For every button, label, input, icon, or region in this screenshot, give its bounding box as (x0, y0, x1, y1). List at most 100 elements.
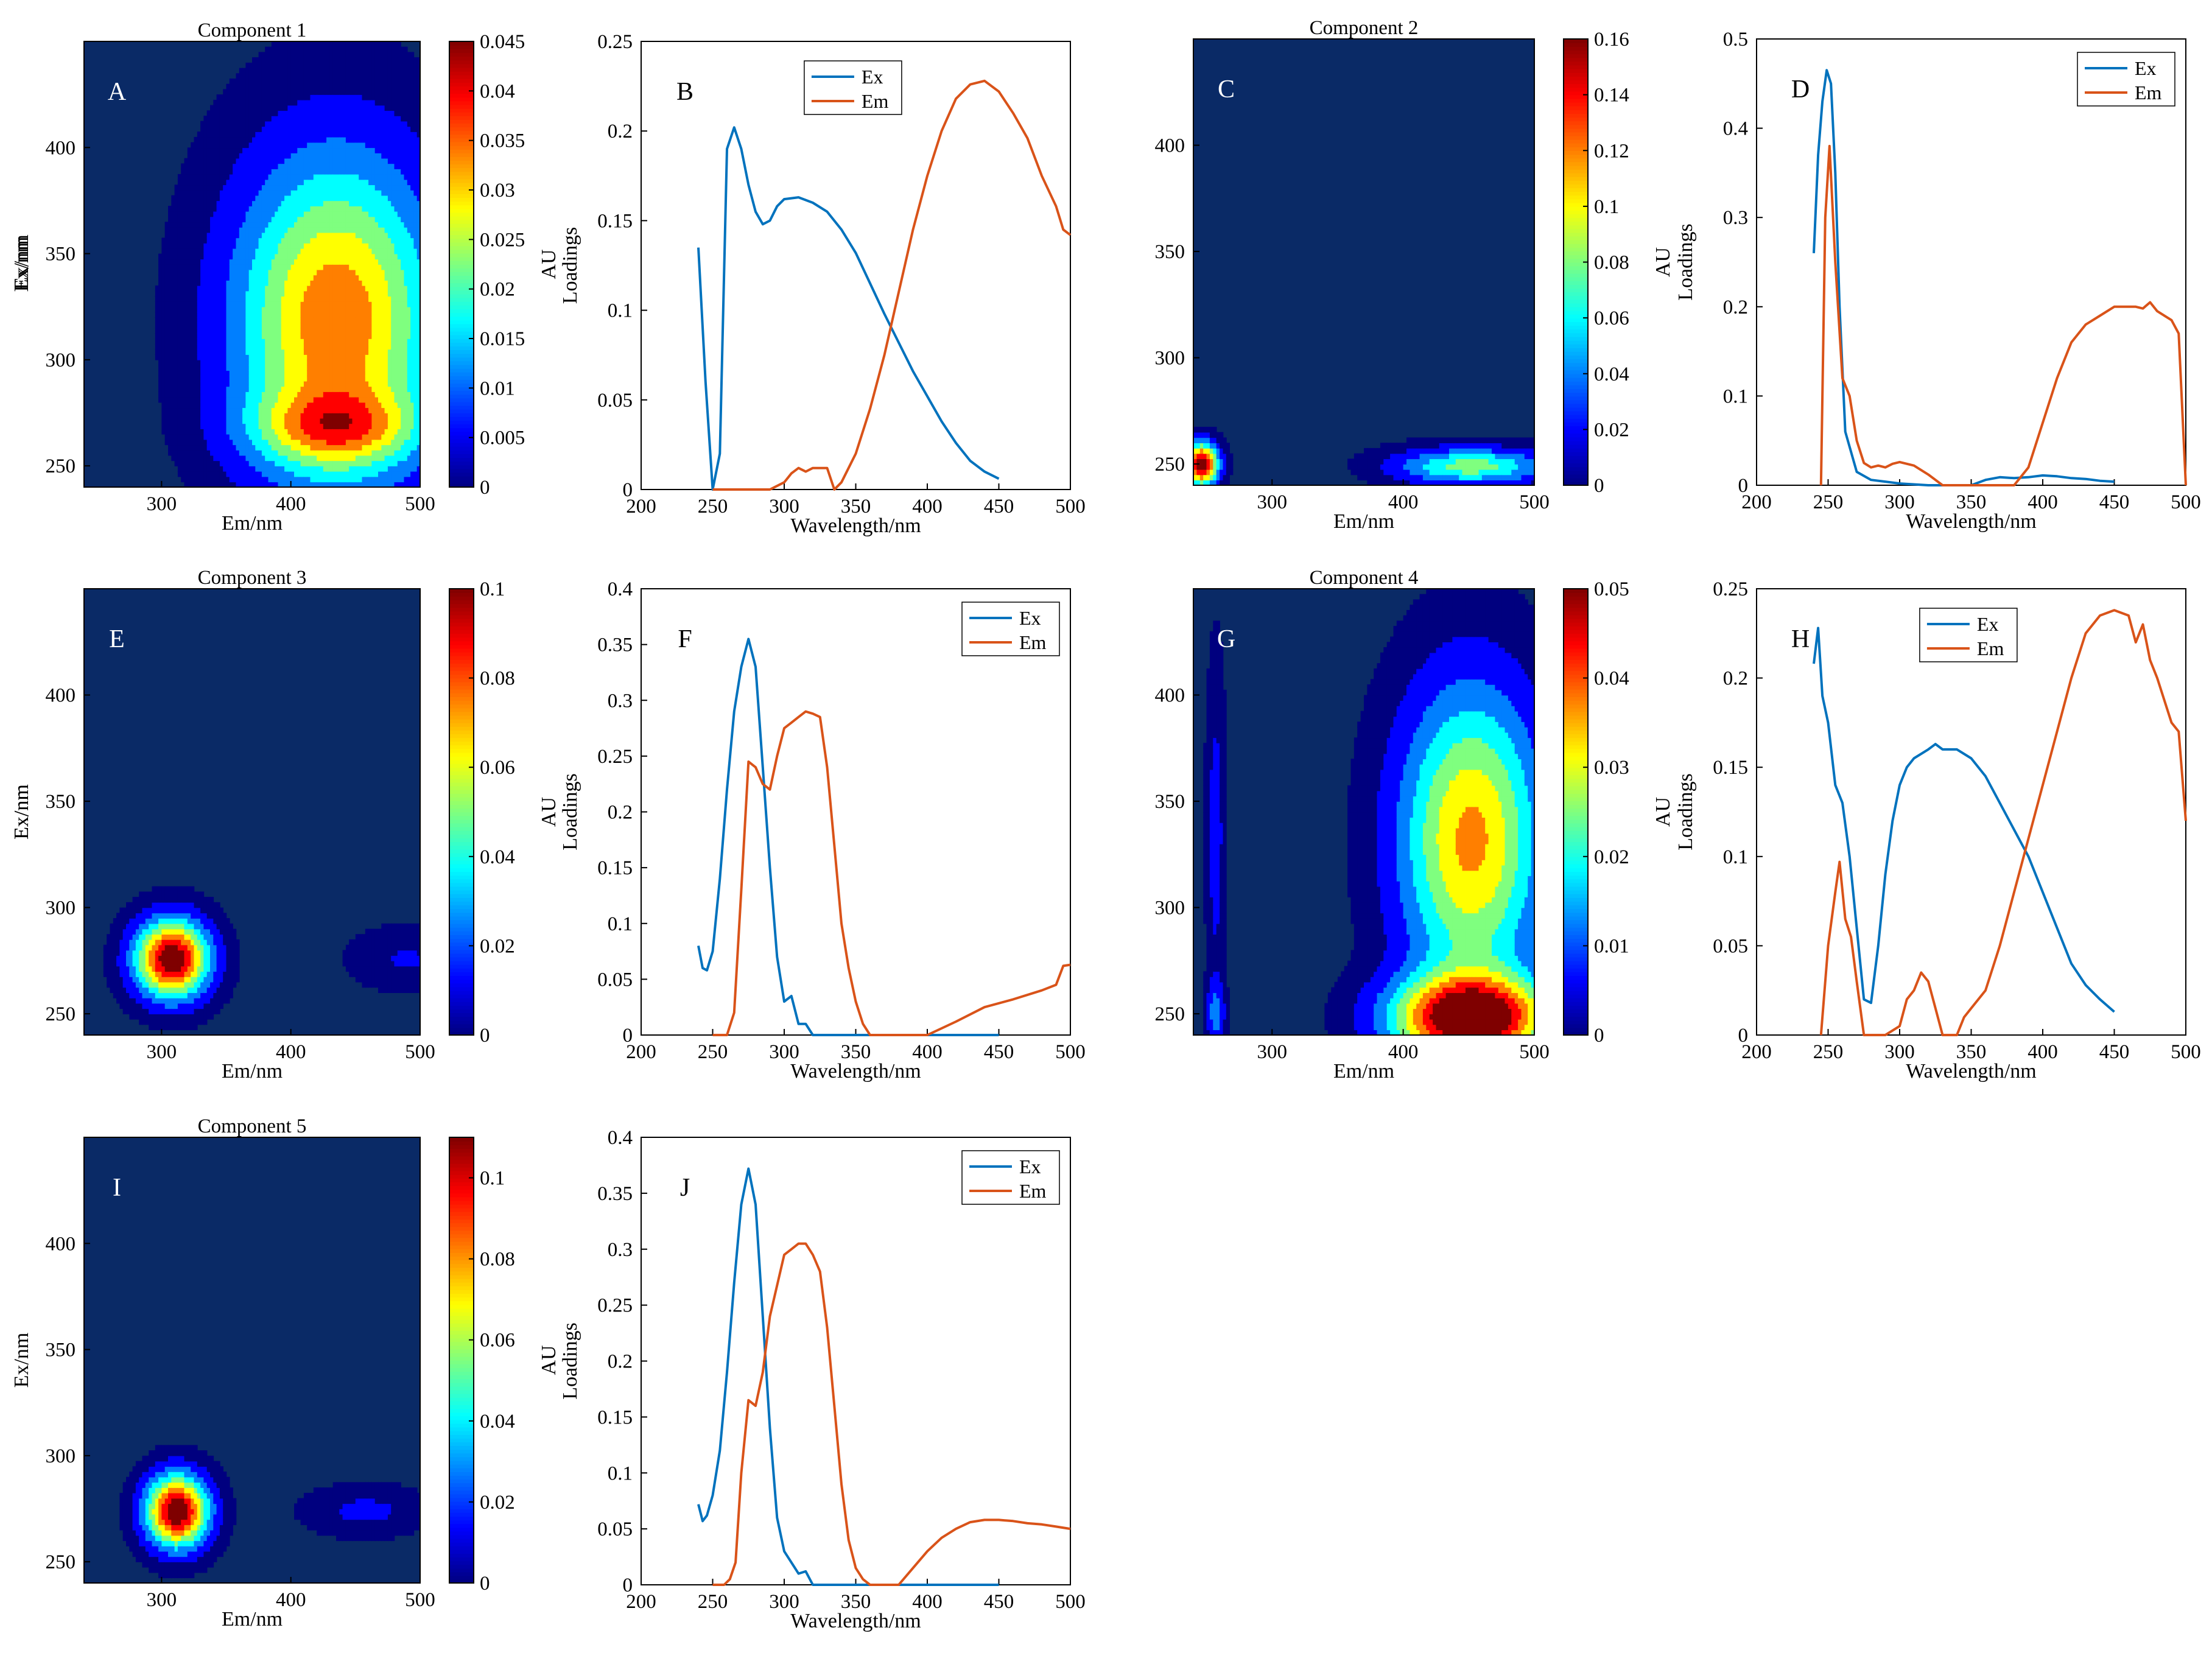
heatmap-cell (303, 370, 307, 376)
heatmap-cell (158, 280, 163, 286)
heatmap-cell (359, 317, 363, 323)
heatmap-cell (313, 237, 317, 244)
heatmap-cell (303, 269, 307, 276)
heatmap-cell (242, 381, 247, 387)
heatmap-cell (194, 343, 198, 350)
heatmap-cell (362, 147, 366, 153)
heatmap-cell (359, 466, 363, 472)
heatmap-cell (203, 482, 208, 488)
heatmap-cell (258, 163, 262, 169)
heatmap-cell (158, 349, 163, 355)
heatmap-cell (355, 110, 359, 116)
heatmap-cell (326, 391, 331, 398)
heatmap-cell (187, 237, 191, 244)
heatmap-cell (320, 433, 324, 440)
heatmap-cell (197, 349, 201, 355)
heatmap-cell (203, 153, 208, 159)
heatmap-cell (297, 211, 301, 217)
heatmap-cell (239, 328, 243, 334)
heatmap-cell (174, 386, 178, 392)
heatmap-cell (252, 339, 256, 345)
heatmap-cell (219, 354, 223, 360)
heatmap-cell (242, 195, 247, 202)
heatmap-cell (248, 116, 253, 122)
heatmap-cell (323, 429, 327, 435)
heatmap-cell (197, 343, 201, 350)
heatmap-cell (294, 206, 298, 212)
heatmap-cell (287, 142, 292, 149)
heatmap-cell (191, 285, 195, 292)
heatmap-cell (323, 290, 327, 297)
heatmap-cell (248, 237, 253, 244)
heatmap-cell (271, 296, 275, 302)
heatmap-cell (191, 343, 195, 350)
heatmap-cell (268, 147, 272, 153)
heatmap-cell (300, 94, 304, 100)
heatmap-cell (359, 105, 363, 111)
heatmap-cell (332, 190, 337, 196)
heatmap-cell (239, 83, 243, 90)
heatmap-cell (294, 163, 298, 169)
heatmap-cell (236, 280, 240, 286)
heatmap-cell (213, 370, 217, 376)
heatmap-cell (281, 52, 285, 58)
heatmap-cell (229, 206, 233, 212)
heatmap-cell (329, 476, 334, 483)
heatmap-cell (345, 466, 349, 472)
heatmap-cell (352, 359, 356, 366)
heatmap-cell (233, 349, 237, 355)
heatmap-cell (317, 450, 321, 456)
heatmap-cell (239, 285, 243, 292)
heatmap-cell (355, 94, 359, 100)
heatmap-cell (233, 136, 237, 143)
heatmap-cell (242, 275, 247, 281)
heatmap-cell (362, 73, 366, 79)
heatmap-cell (206, 386, 211, 392)
heatmap-cell (320, 396, 324, 403)
heatmap-cell (320, 206, 324, 212)
heatmap-cell (320, 333, 324, 339)
heatmap-cell (345, 83, 349, 90)
heatmap-cell (323, 110, 327, 116)
heatmap-cell (255, 413, 259, 419)
heatmap-cell (362, 322, 366, 329)
heatmap-cell (239, 73, 243, 79)
heatmap-cell (300, 142, 304, 149)
heatmap-cell (290, 126, 295, 132)
heatmap-cell (268, 343, 272, 350)
heatmap-cell (200, 333, 205, 339)
heatmap-cell (278, 354, 282, 360)
heatmap-cell (323, 396, 327, 403)
heatmap-cell (307, 349, 311, 355)
heatmap-cell (229, 121, 233, 127)
heatmap-cell (336, 94, 340, 100)
heatmap-cell (365, 99, 369, 106)
heatmap-cell (236, 370, 240, 376)
heatmap-cell (168, 237, 172, 244)
heatmap-cell (365, 290, 369, 297)
heatmap-cell (229, 264, 233, 270)
heatmap-cell (323, 359, 327, 366)
heatmap-cell (342, 259, 346, 265)
heatmap-cell (329, 450, 334, 456)
heatmap-cell (206, 343, 211, 350)
heatmap-cell (339, 466, 343, 472)
heatmap-cell (362, 57, 366, 63)
heatmap-cell (287, 476, 292, 483)
heatmap-cell (197, 339, 201, 345)
heatmap-cell (248, 396, 253, 403)
heatmap-cell (287, 169, 292, 175)
heatmap-cell (339, 147, 343, 153)
heatmap-cell (255, 275, 259, 281)
heatmap-cell (181, 200, 185, 206)
heatmap-cell (239, 227, 243, 233)
heatmap-cell (181, 227, 185, 233)
heatmap-cell (326, 317, 331, 323)
heatmap-cell (300, 333, 304, 339)
heatmap-cell (226, 466, 230, 472)
heatmap-cell (174, 195, 178, 202)
heatmap-cell (252, 269, 256, 276)
heatmap-cell (349, 243, 353, 249)
heatmap-cell (307, 306, 311, 313)
heatmap-cell (216, 444, 220, 451)
